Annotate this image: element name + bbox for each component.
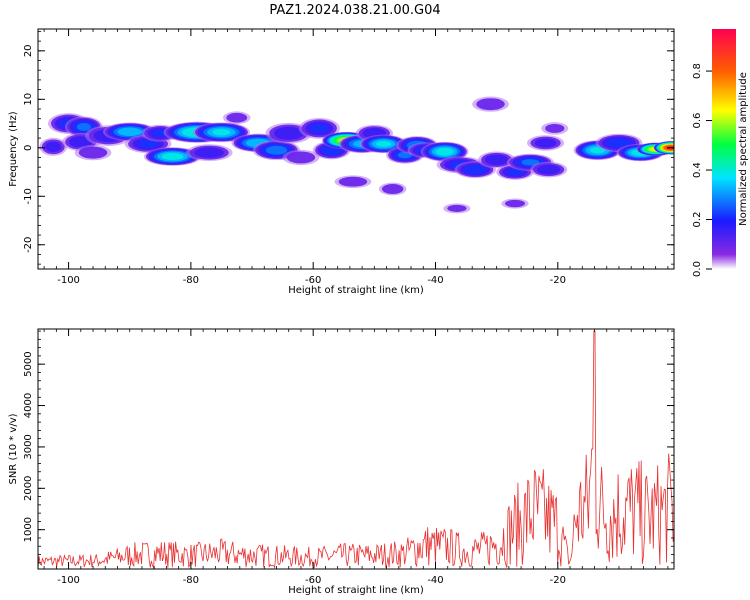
- spectrogram-xtick-label: -20: [550, 275, 566, 286]
- spectral-contour: [138, 140, 159, 148]
- snr-series-line: [38, 330, 674, 569]
- spectrogram-ytick-label: 10: [23, 93, 34, 106]
- spectrogram-xtick-label: -60: [305, 275, 321, 286]
- spectral-blob: [39, 137, 68, 156]
- spectral-contour: [545, 123, 565, 133]
- colorbar-tick-label: 0.4: [692, 162, 703, 178]
- spectral-contour: [521, 159, 540, 166]
- snr-xtick-label: -60: [305, 575, 321, 586]
- colorbar-tick-label: 0.0: [692, 261, 703, 277]
- spectral-contour: [310, 123, 329, 133]
- figure-title: PAZ1.2024.038.21.00.G04: [269, 3, 440, 18]
- spectrogram-ytick-label: 20: [23, 44, 34, 57]
- spectral-contour: [265, 145, 288, 155]
- snr-xtick-label: -80: [183, 575, 199, 586]
- snr-ylabel: SNR (10 * v/v): [8, 413, 19, 484]
- spectrogram-xtick-label: -80: [183, 275, 199, 286]
- spectral-contour: [464, 165, 487, 175]
- spectrogram-xtick-label: -40: [427, 275, 443, 286]
- spectral-contour: [212, 129, 231, 136]
- spectral-contour: [536, 164, 561, 175]
- spectral-blob: [298, 117, 340, 139]
- snr-xtick-label: -20: [550, 575, 566, 586]
- snr-xlabel: Height of straight line (km): [288, 585, 424, 596]
- spectral-blob: [223, 111, 251, 125]
- snr-ytick-label: 5000: [23, 351, 34, 376]
- spectral-contour: [484, 154, 509, 166]
- spectral-blob: [282, 149, 320, 166]
- spectrogram-xtick-label: -100: [57, 275, 80, 286]
- spectral-contour: [338, 176, 368, 187]
- colorbar-tick-label: 0.2: [692, 212, 703, 228]
- spectral-blob: [143, 147, 202, 166]
- spectral-contour: [161, 153, 184, 161]
- colorbar-label: Normalized spectral amplitude: [738, 72, 749, 226]
- spectrogram-ylabel: Frequency (Hz): [8, 111, 19, 187]
- spectral-blob: [527, 135, 565, 151]
- colorbar-tick-label: 0.6: [692, 113, 703, 129]
- spectrogram-frame: [37, 28, 675, 270]
- spectral-blob: [74, 144, 112, 161]
- spectral-blob: [378, 182, 407, 196]
- snr-xtick-label: -40: [427, 575, 443, 586]
- spectral-contour: [45, 141, 62, 153]
- snr-ytick-label: 4000: [23, 393, 34, 418]
- spectral-blob: [653, 141, 674, 155]
- spectral-blob: [541, 122, 569, 135]
- spectral-contour: [226, 112, 248, 123]
- spectral-contour: [504, 199, 526, 208]
- snr-xtick-label: -100: [57, 575, 80, 586]
- snr-frame: [37, 328, 675, 570]
- colorbar: 0.0 0.2 0.4 0.6 0.8 Normalized spectral ampl…: [692, 29, 749, 277]
- spectral-contour: [435, 147, 454, 156]
- spectral-blob: [359, 134, 408, 154]
- spectral-contour: [286, 151, 316, 164]
- spectral-blob: [192, 122, 251, 143]
- spectral-contour: [606, 138, 632, 148]
- spectral-contour: [534, 138, 557, 148]
- spectral-contour: [447, 204, 467, 212]
- colorbar-gradient: [712, 29, 736, 269]
- spectral-contour: [375, 140, 392, 147]
- snr-ytick-label: 3000: [23, 434, 34, 459]
- spectral-blob: [334, 175, 372, 189]
- colorbar-tick-label: 0.8: [692, 63, 703, 79]
- spectrogram-ytick-label: 0: [23, 145, 34, 151]
- spectrogram-xlabel: Height of straight line (km): [288, 285, 424, 296]
- spectral-contour: [117, 127, 142, 137]
- spectral-blob: [443, 203, 471, 214]
- spectrogram-ytick-label: -20: [23, 237, 34, 253]
- spectral-blob: [185, 144, 233, 162]
- spectral-blob: [477, 151, 516, 169]
- spectral-blob: [472, 96, 509, 112]
- snr-ytick-label: 2000: [23, 476, 34, 501]
- spectral-contour: [382, 184, 404, 194]
- spectral-blob: [501, 198, 529, 209]
- spectral-contour: [273, 126, 304, 140]
- spectral-contour: [194, 147, 224, 158]
- spectrogram-ytick-label: -10: [23, 188, 34, 204]
- snr-panel: -100 -80 -60 -40 -20 1000 2000 3000 4000 5000 Hei…: [8, 328, 675, 596]
- spectral-contour: [78, 146, 108, 159]
- snr-ytick-label: 1000: [23, 517, 34, 542]
- spectral-contour: [76, 122, 92, 131]
- spectral-blob: [529, 161, 568, 178]
- spectral-contour: [507, 168, 523, 176]
- spectral-contour: [476, 98, 505, 111]
